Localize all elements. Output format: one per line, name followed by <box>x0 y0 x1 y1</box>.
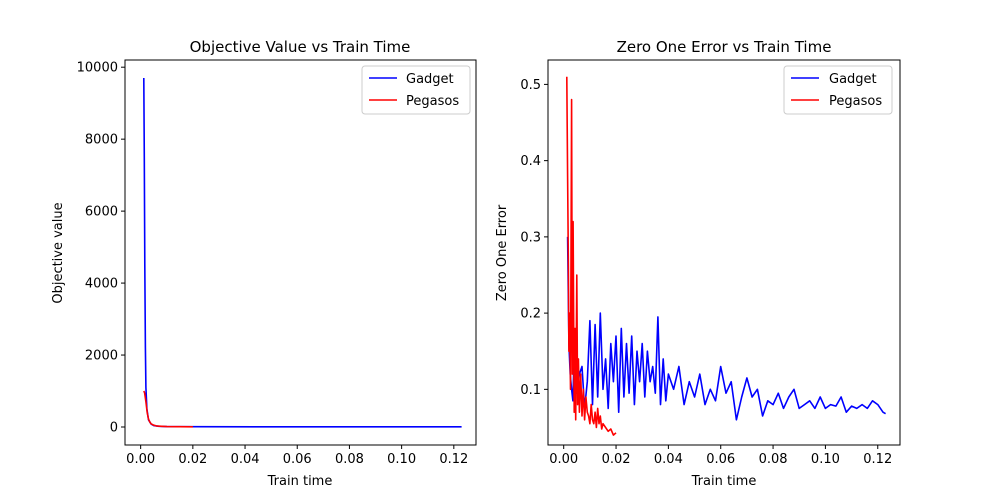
zero-one-ytick-label: 0.4 <box>520 154 541 169</box>
zero-one-chart-frame <box>547 59 901 446</box>
objective-xtick-label: 0.12 <box>439 452 468 467</box>
zero-one-series-pegasos <box>566 76 617 436</box>
zero-one-xtick-label: 0.06 <box>706 452 735 467</box>
zero-one-legend-gadget-label: Gadget <box>829 72 877 87</box>
objective-ytick-label: 8000 <box>85 133 118 148</box>
zero-one-xtick-label: 0.02 <box>602 452 631 467</box>
zero-one-ytick-label: 0.1 <box>520 383 541 398</box>
objective-ytick-label: 0 <box>110 421 118 436</box>
zero-one-ytick-label: 0.2 <box>520 307 541 322</box>
zero-one-chart-lines <box>566 76 886 436</box>
objective-xtick-label: 0.04 <box>231 452 260 467</box>
objective-series-pegasos <box>143 390 193 428</box>
zero-one-xtick-label: 0.04 <box>654 452 683 467</box>
zero-one-xtick-label: 0.00 <box>549 452 578 467</box>
objective-legend-pegasos-label: Pegasos <box>406 94 459 109</box>
zero-one-ytick-label: 0.3 <box>520 230 541 245</box>
zero-one-xtick-label: 0.12 <box>863 452 892 467</box>
objective-xtick-label: 0.02 <box>178 452 207 467</box>
objective-xtick-label: 0.06 <box>283 452 312 467</box>
objective-xtick-label: 0.08 <box>335 452 364 467</box>
objective-chart-xlabel: Train time <box>267 474 333 489</box>
zero-one-chart-legend: Gadget Pegasos <box>783 65 893 115</box>
objective-chart-ylabel: Objective value <box>51 202 66 303</box>
zero-one-chart-ticks: 0.00 0.02 0.04 0.06 0.08 0.10 0.12 0.1 0.2 0.3 0.4… <box>520 78 892 467</box>
objective-chart-frame <box>124 59 477 446</box>
zero-one-legend-pegasos-label: Pegasos <box>829 94 882 109</box>
objective-chart-title: Objective Value vs Train Time <box>190 38 411 56</box>
objective-chart-legend: Gadget Pegasos <box>361 65 471 115</box>
zero-one-chart: Zero One Error vs Train Time Train time … <box>495 38 901 489</box>
objective-chart-ticks: 0.00 0.02 0.04 0.06 0.08 0.10 0.12 0 2000 4000 600… <box>77 61 469 467</box>
zero-one-xtick-label: 0.08 <box>759 452 788 467</box>
objective-xtick-label: 0.00 <box>126 452 155 467</box>
objective-ytick-label: 10000 <box>77 61 118 76</box>
objective-ytick-label: 2000 <box>85 349 118 364</box>
objective-chart: Objective Value vs Train Time Train time… <box>51 38 477 489</box>
zero-one-chart-title: Zero One Error vs Train Time <box>617 38 832 56</box>
objective-legend-gadget-label: Gadget <box>406 72 454 87</box>
zero-one-chart-ylabel: Zero One Error <box>495 204 510 301</box>
objective-xtick-label: 0.10 <box>387 452 416 467</box>
objective-ytick-label: 4000 <box>85 277 118 292</box>
zero-one-chart-xlabel: Train time <box>691 474 757 489</box>
objective-ytick-label: 6000 <box>85 205 118 220</box>
zero-one-xtick-label: 0.10 <box>811 452 840 467</box>
zero-one-ytick-label: 0.5 <box>520 78 541 93</box>
objective-chart-lines <box>143 77 462 428</box>
zero-one-series-gadget <box>566 236 886 421</box>
